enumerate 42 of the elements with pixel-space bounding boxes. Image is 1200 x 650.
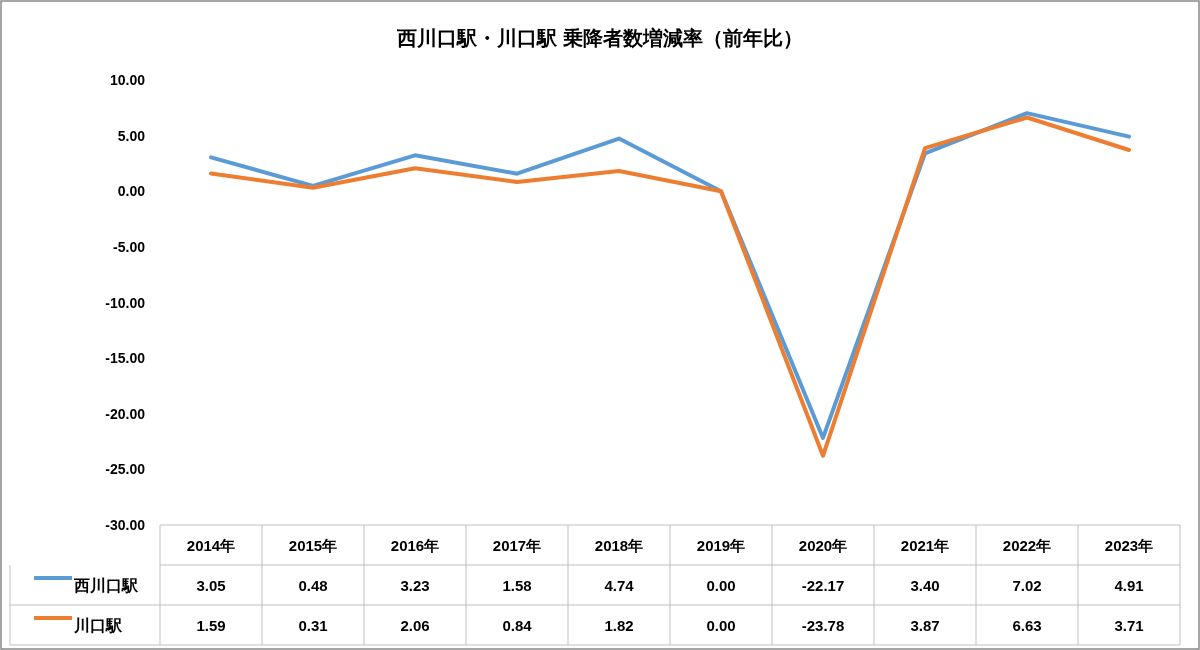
data-label: 7.02 [1012, 576, 1042, 594]
x-tick-label: 2022年 [1002, 536, 1052, 554]
x-tick-label: 2019年 [696, 536, 746, 554]
y-tick-label: -15.00 [105, 350, 146, 367]
legend-label: 西川口駅 [73, 576, 139, 594]
x-tick-label: 2016年 [390, 536, 440, 554]
y-tick-label: 0.00 [117, 183, 146, 200]
data-label: 0.00 [706, 576, 736, 594]
x-tick-label: 2023年 [1104, 536, 1154, 554]
data-label: 6.63 [1012, 616, 1042, 634]
x-tick-label: 2015年 [288, 536, 338, 554]
data-label: 3.40 [910, 576, 940, 594]
x-tick-label: 2017年 [492, 536, 542, 554]
y-tick-label: -25.00 [105, 461, 146, 478]
data-label: 3.05 [196, 576, 226, 594]
y-tick-label: -10.00 [105, 294, 146, 311]
data-label: -23.78 [801, 616, 845, 634]
data-label: 3.87 [910, 616, 940, 634]
data-label: 3.71 [1114, 616, 1144, 634]
y-tick-label: -30.00 [105, 517, 146, 533]
x-tick-label: 2014年 [186, 536, 236, 554]
data-label: 0.84 [502, 616, 533, 634]
y-tick-label: 10.00 [109, 72, 146, 88]
data-label: -22.17 [801, 576, 845, 594]
y-tick-label: 5.00 [117, 127, 146, 144]
data-label: 2.06 [400, 616, 430, 634]
data-label: 0.00 [706, 616, 736, 634]
x-tick-label: 2021年 [900, 536, 950, 554]
legend-label: 川口駅 [73, 616, 123, 634]
y-tick-label: -20.00 [105, 405, 146, 422]
data-label: 1.58 [502, 576, 532, 594]
x-tick-label: 2020年 [798, 536, 848, 554]
x-tick-label: 2018年 [594, 536, 644, 554]
data-label: 1.82 [604, 616, 634, 634]
data-label: 4.74 [604, 576, 635, 594]
data-label: 0.48 [298, 576, 328, 594]
data-label: 0.31 [298, 616, 328, 634]
data-label: 1.59 [196, 616, 226, 634]
data-label: 3.23 [400, 576, 430, 594]
data-label: 4.91 [1114, 576, 1144, 594]
y-tick-label: -5.00 [113, 238, 146, 255]
chart-title: 西川口駅・川口駅 乗降者数増減率（前年比） [396, 27, 803, 49]
